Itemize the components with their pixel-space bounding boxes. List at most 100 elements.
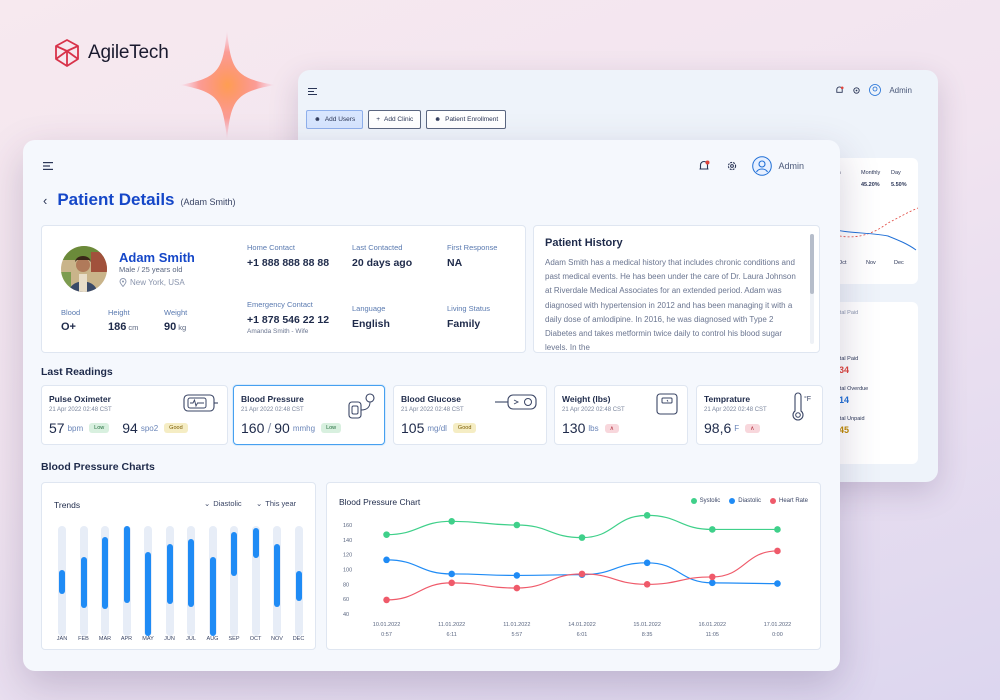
gear-icon[interactable]	[852, 86, 861, 95]
measure-dropdown[interactable]: ⌄ Diastolic	[204, 499, 242, 508]
history-scrollbar[interactable]	[810, 234, 814, 344]
hamburger-icon[interactable]	[308, 88, 317, 95]
weight-card[interactable]: Weight (lbs) 21 Apr 2022 02:48 CST 130 l…	[554, 385, 688, 445]
data-point[interactable]	[513, 521, 521, 529]
admin-label[interactable]: Admin	[889, 85, 912, 95]
trend-bar-dec[interactable]	[294, 526, 303, 636]
patient-history-title: Patient History	[545, 237, 623, 249]
trend-bar-mar[interactable]	[101, 526, 109, 636]
trend-bar-fill	[80, 556, 87, 609]
legend-systolic[interactable]: Systolic	[690, 498, 720, 504]
user-avatar-icon	[752, 156, 773, 176]
data-point[interactable]	[774, 526, 781, 533]
trend-bar-fill	[295, 571, 302, 601]
add-users-button[interactable]: ☻ Add Users	[306, 110, 364, 129]
temperature-unit: F	[734, 423, 740, 433]
home-contact-value[interactable]: +1 888 888 88 88	[247, 257, 330, 269]
trend-bar-jul[interactable]	[187, 526, 195, 636]
trend-bar-may[interactable]	[144, 526, 152, 636]
data-point[interactable]	[709, 573, 716, 581]
hamburger-menu-icon[interactable]	[43, 162, 53, 170]
value-separator: /	[267, 420, 272, 436]
stat-note: Total Paid	[834, 310, 859, 316]
blood-label: Blood	[61, 308, 81, 317]
patient-gender-age: Male / 25 years old	[119, 265, 183, 274]
data-point[interactable]	[578, 570, 586, 578]
emergency-contact-value[interactable]: +1 878 546 22 12	[247, 314, 330, 326]
pulse-oximeter-icon	[183, 394, 218, 412]
trend-bar-fill	[59, 570, 65, 595]
data-point[interactable]	[643, 581, 651, 588]
trend-bar-oct[interactable]	[251, 526, 260, 636]
month-label: OCT	[249, 636, 262, 642]
data-point[interactable]	[709, 579, 716, 587]
legend-dot	[769, 498, 776, 504]
data-point[interactable]	[643, 512, 651, 519]
pulse-oximeter-card[interactable]: Pulse Oximeter 21 Apr 2022 02:48 CST 57 …	[41, 385, 228, 445]
patient-enrollment-button[interactable]: ☻ Patient Enrollment	[426, 110, 507, 129]
data-point[interactable]	[709, 526, 716, 533]
settings-button[interactable]	[724, 158, 740, 174]
page-subtitle: (Adam Smith)	[180, 197, 236, 207]
legend-diastolic[interactable]: Diastolic	[729, 498, 761, 504]
trend-bar-jun[interactable]	[165, 526, 174, 636]
trend-bar-sep[interactable]	[230, 526, 238, 636]
data-point[interactable]	[513, 572, 521, 579]
first-response-label: First Response	[447, 243, 498, 252]
admin-menu[interactable]: Admin	[752, 156, 804, 176]
add-clinic-button[interactable]: + Add Clinic	[368, 110, 422, 129]
trend-bar-fill	[145, 552, 151, 636]
reading-values: 105 mg/dl Good	[401, 420, 477, 436]
period-dropdown[interactable]: ⌄ This year	[256, 499, 296, 508]
patient-info-card: Adam Smith Male / 25 years old New York,…	[41, 225, 526, 353]
trend-bar-nov[interactable]	[273, 526, 281, 636]
reading-time: 21 Apr 2022 02:48 CST	[49, 407, 112, 413]
patient-photo-icon	[61, 246, 107, 292]
reading-time: 21 Apr 2022 02:48 CST	[704, 407, 767, 413]
legend-heart-rate[interactable]: Heart Rate	[769, 498, 808, 504]
first-response-value: NA	[447, 257, 463, 269]
legend-dot	[690, 498, 697, 504]
data-point[interactable]	[448, 517, 455, 525]
month-label: APR	[120, 636, 133, 642]
x-tick-label: 14.01.2022	[568, 622, 596, 628]
trend-bar-feb[interactable]	[79, 526, 88, 636]
data-point[interactable]	[578, 534, 586, 541]
add-clinic-label: Add Clinic	[384, 116, 414, 123]
data-point[interactable]	[643, 559, 651, 567]
blood-pressure-card[interactable]: Blood Pressure 21 Apr 2022 02:48 CST 160…	[233, 385, 385, 445]
data-point[interactable]	[383, 531, 390, 538]
data-point[interactable]	[774, 580, 781, 587]
spo2-unit: spo2	[140, 423, 159, 433]
status-badge: Good	[164, 423, 188, 433]
stat-label-3: Total Unpaid	[834, 416, 865, 422]
history-scroll-thumb[interactable]	[810, 234, 814, 294]
trend-bar-apr[interactable]	[122, 526, 131, 636]
data-point[interactable]	[383, 596, 390, 604]
y-tick-label: 160	[343, 523, 352, 529]
data-point[interactable]	[383, 556, 390, 564]
x-tick-label: 16.01.2022	[699, 622, 727, 628]
month-label: NOV	[271, 636, 283, 642]
temperature-card[interactable]: Temprature 21 Apr 2022 02:48 CST 98,6 F …	[696, 385, 823, 445]
data-point[interactable]	[448, 579, 455, 587]
trend-bar-aug[interactable]	[208, 526, 217, 636]
data-point[interactable]	[774, 547, 781, 555]
trends-card: Trends ⌄ Diastolic ⌄ This year JAN FEB MAR…	[41, 482, 316, 650]
user-icon[interactable]	[869, 84, 882, 96]
y-tick-label: 60	[343, 597, 349, 603]
trend-bar-fill	[252, 528, 259, 558]
back-chevron-icon[interactable]: ‹	[43, 193, 48, 208]
trend-bar-jan[interactable]	[58, 526, 66, 636]
trend-bar-fill	[209, 556, 216, 636]
height-number: 186	[108, 321, 127, 333]
data-point[interactable]	[513, 584, 521, 592]
blood-glucose-card[interactable]: Blood Glucose 21 Apr 2022 02:48 CST 105 …	[393, 385, 547, 445]
data-point[interactable]	[448, 570, 455, 578]
notification-button[interactable]	[696, 158, 712, 174]
bell-icon[interactable]	[835, 85, 844, 95]
trend-bar-fill	[102, 537, 108, 609]
month-label: SEP	[228, 636, 240, 642]
period-value-1: 45.20%	[861, 182, 880, 188]
thermometer-icon: °F	[792, 392, 811, 421]
